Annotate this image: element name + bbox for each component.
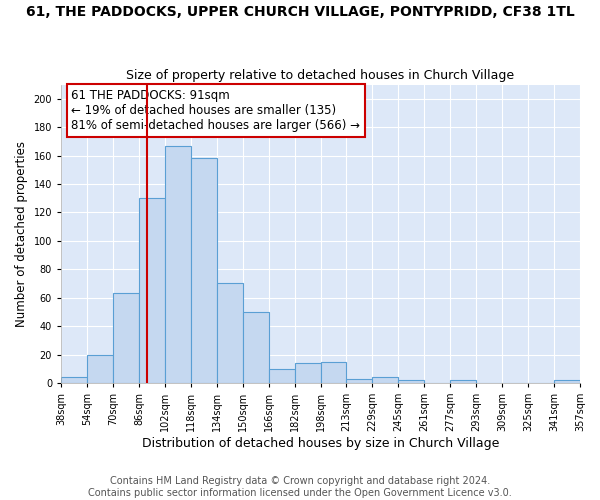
Bar	[554, 380, 580, 383]
Bar	[450, 380, 476, 383]
Bar	[139, 198, 165, 383]
Bar	[372, 377, 398, 383]
Text: 61, THE PADDOCKS, UPPER CHURCH VILLAGE, PONTYPRIDD, CF38 1TL: 61, THE PADDOCKS, UPPER CHURCH VILLAGE, …	[26, 5, 574, 19]
Bar	[113, 294, 139, 383]
Bar	[217, 284, 243, 383]
Bar	[398, 380, 424, 383]
Bar	[346, 378, 372, 383]
Bar	[61, 377, 87, 383]
Bar	[165, 146, 191, 383]
Text: 61 THE PADDOCKS: 91sqm
← 19% of detached houses are smaller (135)
81% of semi-de: 61 THE PADDOCKS: 91sqm ← 19% of detached…	[71, 89, 361, 132]
Bar	[87, 354, 113, 383]
Bar	[243, 312, 269, 383]
Bar	[295, 363, 322, 383]
Bar	[322, 362, 346, 383]
Title: Size of property relative to detached houses in Church Village: Size of property relative to detached ho…	[127, 69, 515, 82]
Y-axis label: Number of detached properties: Number of detached properties	[15, 140, 28, 326]
Text: Contains HM Land Registry data © Crown copyright and database right 2024.
Contai: Contains HM Land Registry data © Crown c…	[88, 476, 512, 498]
X-axis label: Distribution of detached houses by size in Church Village: Distribution of detached houses by size …	[142, 437, 499, 450]
Bar	[191, 158, 217, 383]
Bar	[269, 368, 295, 383]
